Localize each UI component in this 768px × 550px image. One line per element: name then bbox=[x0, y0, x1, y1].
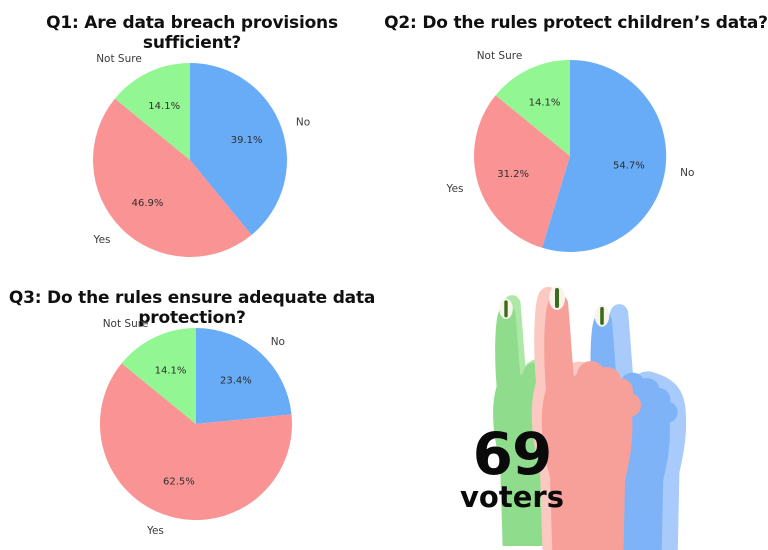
salmon-hand bbox=[531, 286, 641, 550]
voters-count: 69 bbox=[472, 420, 553, 488]
salmon-hand-silhouette bbox=[541, 293, 633, 550]
pie-slice-no bbox=[196, 328, 292, 424]
slice-label: Yes bbox=[146, 525, 164, 537]
q3-title: Q3: Do the rules ensure adequate data pr… bbox=[8, 288, 376, 328]
voters-text-block: 69 voters bbox=[432, 420, 592, 515]
slice-percent: 14.1% bbox=[155, 366, 187, 377]
pie-slice-yes bbox=[99, 363, 292, 520]
voting-hands-illustration bbox=[493, 286, 687, 550]
q1-pie-chart: 39.1% No 46.9% Yes 14.1% Not Sure bbox=[93, 53, 310, 257]
pie-slice-no bbox=[542, 59, 667, 252]
slice-percent: 14.1% bbox=[529, 98, 561, 109]
slice-label: Yes bbox=[93, 234, 111, 246]
q1-chart-panel: Q1: Are data breach provisions sufficien… bbox=[0, 0, 384, 275]
q2-title: Q2: Do the rules protect children’s data… bbox=[384, 13, 768, 33]
q3-pie-chart: 23.4% No 62.5% Yes 14.1% Not Sure bbox=[99, 318, 292, 537]
slice-percent: 31.2% bbox=[497, 169, 529, 180]
q2-pie-chart: 54.7% No 31.2% Yes 14.1% Not Sure bbox=[446, 50, 694, 252]
slice-label: Yes bbox=[446, 183, 464, 195]
q1-title: Q1: Are data breach provisions sufficien… bbox=[46, 13, 338, 53]
slice-label: Not Sure bbox=[96, 53, 142, 65]
q2-chart-panel: Q2: Do the rules protect children’s data… bbox=[384, 0, 768, 275]
pie-slice-not-sure bbox=[495, 59, 570, 156]
slice-percent: 62.5% bbox=[163, 477, 195, 488]
pie-slice-yes bbox=[474, 95, 570, 248]
voters-label: voters bbox=[460, 480, 564, 515]
slice-percent: 54.7% bbox=[613, 160, 645, 171]
pie-slice-yes bbox=[93, 98, 252, 257]
slice-label: Not Sure bbox=[477, 50, 523, 62]
slice-label: No bbox=[680, 167, 694, 179]
slice-percent: 39.1% bbox=[231, 135, 263, 146]
pie-slice-not-sure bbox=[121, 328, 196, 424]
pie-slice-no bbox=[190, 63, 287, 235]
slice-percent: 14.1% bbox=[148, 101, 180, 112]
q3-chart-panel: Q3: Do the rules ensure adequate data pr… bbox=[0, 275, 384, 550]
slice-label: No bbox=[271, 336, 285, 348]
slice-percent: 23.4% bbox=[220, 375, 252, 386]
slice-percent: 46.9% bbox=[132, 198, 164, 209]
slice-label: Not Sure bbox=[103, 318, 149, 330]
voters-panel: 69 voters bbox=[384, 275, 768, 550]
pie-slice-not-sure bbox=[114, 63, 190, 160]
slice-label: No bbox=[296, 117, 310, 129]
